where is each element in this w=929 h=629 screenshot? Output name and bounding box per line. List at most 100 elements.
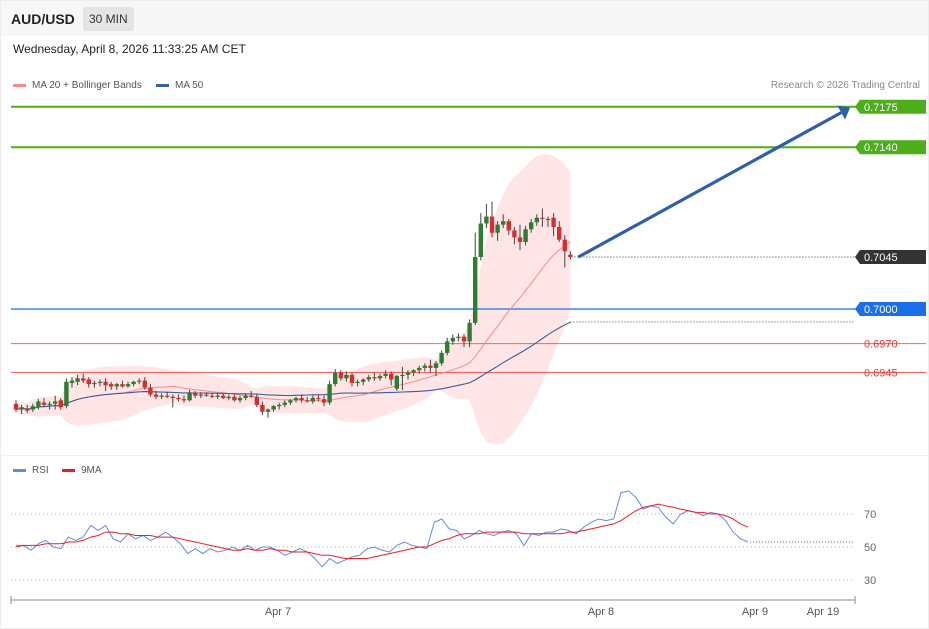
candle-body	[226, 396, 231, 399]
credit: Research © 2026 Trading Central	[770, 80, 920, 91]
candle-body	[512, 230, 517, 238]
candle-body	[13, 403, 19, 410]
level-label-support: 0.6945	[864, 368, 898, 380]
rsi-line	[16, 490, 749, 568]
candle-body	[209, 395, 215, 397]
candle-body	[411, 370, 416, 373]
candle-body	[529, 222, 534, 230]
candle-body	[221, 395, 226, 398]
candle-body	[372, 377, 377, 379]
candle-body	[265, 409, 271, 412]
candle-body	[277, 404, 282, 407]
legend-rsi-label: RSI	[32, 465, 49, 476]
level-label-target: 0.7140	[864, 142, 898, 154]
candle-body	[120, 384, 125, 387]
panel-separator	[0, 455, 929, 456]
candle-body	[305, 400, 310, 402]
candle-body	[377, 376, 383, 379]
bollinger-band	[16, 154, 571, 445]
candle-body	[215, 395, 220, 397]
level-tag-current	[855, 250, 926, 264]
candle-body	[125, 384, 131, 387]
candle-body	[103, 381, 108, 386]
x-tick-label: Apr 9	[742, 606, 768, 618]
candle-body	[551, 217, 556, 227]
candle-body	[344, 374, 349, 379]
candle-body	[187, 393, 192, 401]
candle-body	[506, 221, 511, 231]
candle-body	[355, 381, 360, 383]
candle-body	[271, 406, 276, 410]
candle-body	[36, 401, 41, 408]
candle-body	[484, 216, 489, 224]
candle-body	[568, 254, 573, 257]
ma20-swatch	[13, 83, 26, 87]
candle-body	[131, 381, 136, 385]
ma50-line	[15, 321, 571, 411]
candle-body	[394, 376, 399, 389]
candle-body	[299, 397, 304, 401]
projection-arrowhead	[837, 105, 850, 120]
candle-body	[193, 393, 198, 396]
legend-rsi-ma: 9MA	[62, 465, 102, 476]
candle-body	[260, 404, 265, 412]
candle-body	[450, 337, 455, 342]
candle-body	[523, 229, 528, 242]
candle-body	[327, 384, 332, 403]
candle-body	[69, 380, 75, 383]
candle-body	[478, 223, 483, 257]
candle-body	[310, 397, 315, 402]
candle-body	[19, 407, 24, 410]
candle-body	[557, 226, 562, 240]
timeframe-badge[interactable]: 30 MIN	[83, 7, 134, 31]
candle-body	[389, 373, 394, 380]
candle-body	[86, 379, 91, 385]
candle-body	[198, 394, 203, 396]
candle-body	[540, 217, 545, 219]
candle-body	[545, 218, 551, 221]
x-tick-label: Apr 19	[807, 606, 839, 618]
level-label-pivot: 0.7000	[864, 304, 898, 316]
candle-body	[148, 387, 153, 395]
legend-rsi-ma-label: 9MA	[81, 465, 102, 476]
candle-body	[534, 217, 539, 223]
x-tick-label: Apr 8	[588, 606, 614, 618]
candle-body	[53, 401, 58, 404]
candle-body	[383, 373, 388, 377]
candle-body	[243, 395, 248, 398]
candle-body	[142, 380, 147, 388]
rsi-tick-label: 70	[864, 509, 876, 521]
rsi-swatch	[13, 468, 26, 472]
top-bar: AUD/USD 30 MIN	[0, 0, 929, 36]
candle-body	[114, 384, 119, 387]
legend-ma50-label: MA 50	[175, 80, 204, 91]
candle-body	[170, 396, 175, 399]
candle-body	[81, 378, 86, 381]
candle-body	[282, 402, 287, 405]
candle-body	[237, 397, 243, 401]
candle-body	[517, 237, 523, 242]
candle-body	[361, 379, 366, 382]
ma50-swatch	[156, 83, 169, 87]
candle-body	[321, 399, 327, 403]
legend-rsi: RSI	[13, 465, 49, 476]
instrument-title: AUD/USD	[11, 11, 75, 27]
candle-body	[495, 224, 500, 233]
candle-body	[249, 395, 254, 397]
candle-body	[204, 394, 209, 396]
legend-ma50: MA 50	[156, 80, 203, 91]
candle-body	[456, 336, 461, 338]
candle-body	[349, 374, 355, 383]
candle-body	[428, 365, 433, 368]
candle-body	[109, 384, 114, 387]
candle-body	[405, 372, 411, 375]
candle-body	[422, 365, 427, 368]
candle-body	[254, 396, 259, 405]
level-tag-target	[855, 140, 926, 155]
rsi-tick-label: 30	[864, 575, 876, 587]
projection-arrow-shaft	[577, 111, 843, 259]
candle-body	[153, 394, 159, 397]
candle-body	[467, 322, 472, 342]
candle-body	[562, 239, 567, 252]
